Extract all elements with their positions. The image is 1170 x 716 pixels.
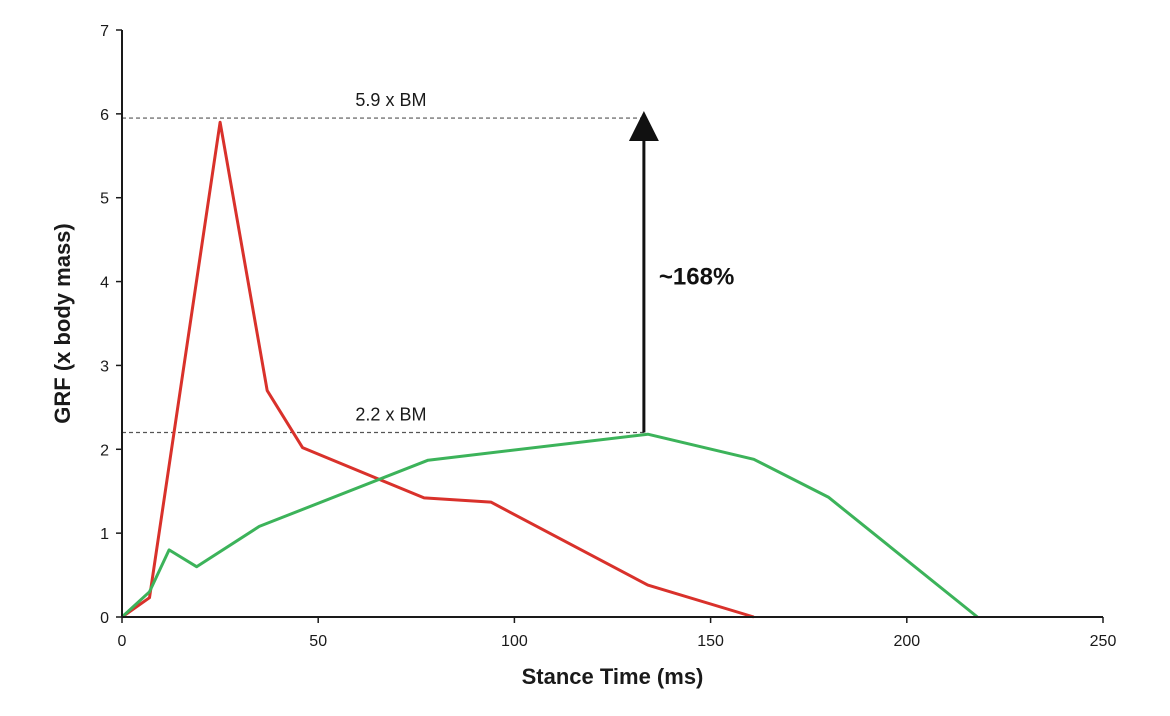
y-axis-title: GRF (x body mass) [50, 223, 75, 423]
y-tick-label: 3 [100, 358, 109, 375]
series-layer [120, 120, 979, 619]
y-tick-label: 1 [100, 526, 109, 543]
x-tick-label: 0 [118, 633, 127, 650]
green-series-line [120, 432, 979, 619]
x-axis-title: Stance Time (ms) [522, 664, 704, 689]
red-series-line [121, 120, 755, 619]
x-tick-label: 50 [309, 633, 327, 650]
x-axis-ticks: 0 50 100 150 200 250 [118, 617, 1117, 650]
y-tick-label: 0 [100, 610, 109, 627]
annotation-5-9-bm: 5.9 x BM [355, 90, 426, 110]
x-tick-label: 200 [893, 633, 920, 650]
y-tick-label: 4 [100, 275, 109, 292]
y-tick-label: 2 [100, 442, 109, 459]
y-tick-label: 7 [100, 23, 109, 40]
y-tick-label: 6 [100, 107, 109, 124]
x-tick-label: 150 [697, 633, 724, 650]
y-axis-ticks: 0 1 2 3 4 5 6 7 [100, 23, 122, 627]
annotation-percent-difference: ~168% [659, 263, 734, 290]
x-tick-label: 250 [1090, 633, 1117, 650]
annotation-2-2-bm: 2.2 x BM [355, 405, 426, 425]
x-tick-label: 100 [501, 633, 528, 650]
y-tick-label: 5 [100, 191, 109, 208]
reference-lines [122, 117, 644, 434]
